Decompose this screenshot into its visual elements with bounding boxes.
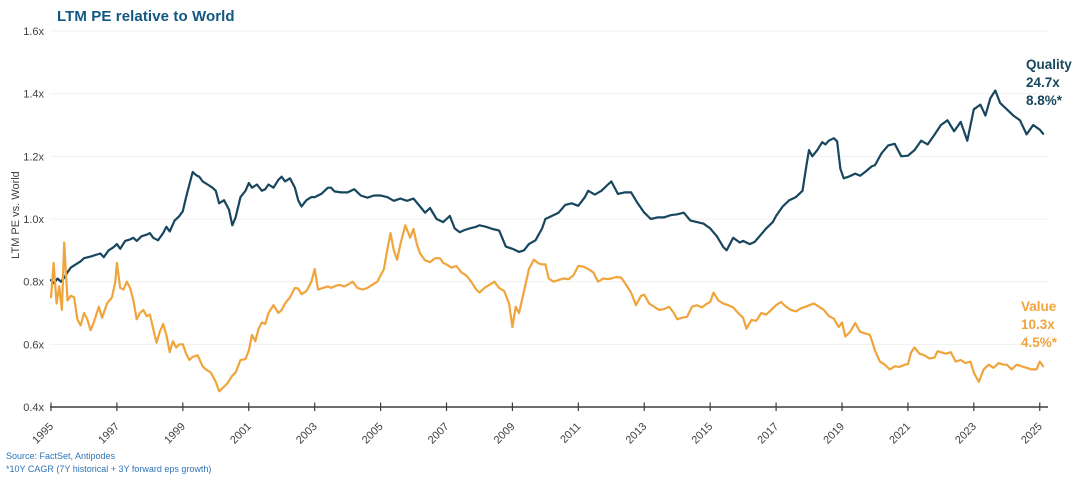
- x-tick-label-2011: 2011: [558, 421, 583, 446]
- value-cagr-value: 4.5%*: [1021, 335, 1058, 350]
- x-tick-label-2023: 2023: [953, 421, 979, 447]
- x-tick-label-1999: 1999: [162, 421, 188, 447]
- y-tick-label-1.6x: 1.6x: [23, 26, 44, 38]
- y-tick-label-0.4x: 0.4x: [23, 402, 44, 414]
- value-series-name: Value: [1021, 299, 1057, 314]
- series-line-quality: [49, 89, 1045, 285]
- x-tick-label-2025: 2025: [1019, 421, 1045, 447]
- quality-series-name: Quality: [1026, 57, 1072, 72]
- y-tick-label-1.4x: 1.4x: [23, 89, 44, 101]
- source-note: Source: FactSet, Antipodes *10Y CAGR (7Y…: [6, 450, 211, 475]
- x-tick-label-2021: 2021: [887, 421, 913, 447]
- x-tick-label-1995: 1995: [30, 421, 56, 447]
- x-tick-label-2015: 2015: [689, 421, 715, 447]
- source-line-2: *10Y CAGR (7Y historical + 3Y forward ep…: [6, 463, 212, 474]
- y-tick-label-0.8x: 0.8x: [23, 277, 44, 289]
- x-tick-label-2007: 2007: [426, 421, 452, 447]
- x-tick-label-2003: 2003: [294, 421, 320, 447]
- y-tick-label-0.6x: 0.6x: [23, 339, 44, 351]
- x-tick-label-1997: 1997: [96, 421, 122, 447]
- x-tick-label-2019: 2019: [821, 421, 847, 447]
- series-line-value: [49, 224, 1045, 393]
- x-tick-label-2001: 2001: [228, 421, 254, 447]
- y-tick-label-1.2x: 1.2x: [23, 151, 44, 163]
- quality-pe-value: 24.7x: [1026, 75, 1060, 90]
- y-axis-title: LTM PE vs. World: [10, 171, 22, 259]
- chart-title: LTM PE relative to World: [57, 8, 235, 25]
- x-tick-label-2009: 2009: [492, 421, 518, 447]
- value-pe-value: 10.3x: [1021, 317, 1055, 332]
- x-tick-label-2005: 2005: [360, 421, 386, 447]
- value-series-label: Value 10.3x 4.5%*: [1021, 298, 1057, 352]
- x-tick-label-2013: 2013: [624, 421, 650, 447]
- quality-cagr-value: 8.8%*: [1026, 93, 1063, 108]
- source-line-1: Source: FactSet, Antipodes: [6, 451, 116, 461]
- x-tick-label-2017: 2017: [755, 421, 781, 447]
- y-tick-label-1.0x: 1.0x: [23, 214, 44, 226]
- quality-series-label: Quality 24.7x 8.8%*: [1026, 56, 1072, 110]
